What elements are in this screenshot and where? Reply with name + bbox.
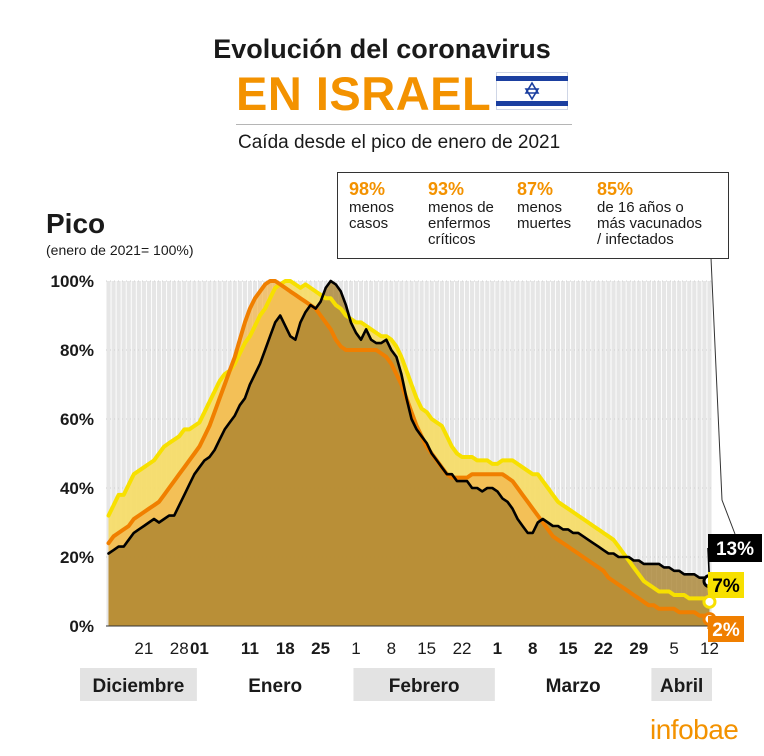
x-tick-label: 12 [700, 639, 719, 658]
end-label-critical: 7% [712, 576, 740, 597]
month-band-2 [353, 668, 495, 701]
y-tick-label: 40% [60, 479, 94, 498]
x-tick-label: 29 [629, 639, 648, 658]
month-label-3: Marzo [546, 676, 601, 697]
chart-title-line2: EN ISRAEL [236, 67, 492, 120]
x-tick-label: 15 [559, 639, 578, 658]
month-band-0 [80, 668, 197, 701]
chart-subtitle: Caída desde el pico de enero de 2021 [238, 132, 561, 153]
stat-deaths-pct: 87% [517, 179, 554, 199]
month-band-4 [651, 668, 712, 701]
leader-lines [710, 257, 736, 535]
end-box-cases [708, 616, 744, 642]
month-label-4: Abril [660, 676, 703, 697]
x-tick-label: 21 [134, 639, 153, 658]
stat-critical-pct: 93% [428, 179, 465, 199]
end-label-cases: 2% [712, 620, 740, 641]
end-box-critical [708, 572, 744, 598]
line-critical [106, 279, 712, 604]
x-tick-label: 25 [311, 639, 330, 658]
stats-leader-line [710, 257, 736, 535]
line-deaths [107, 279, 711, 583]
x-tick-label: 1 [351, 639, 360, 658]
x-tick-label: 8 [387, 639, 396, 658]
stat-cases-desc: menos casos [349, 199, 395, 232]
x-tick-label: 22 [453, 639, 472, 658]
x-tick-label: 15 [417, 639, 436, 658]
y-tick-label: 80% [60, 341, 94, 360]
x-tick-label: 11 [241, 639, 259, 658]
month-label-2: Febrero [389, 676, 460, 697]
month-label-0: Diciembre [93, 676, 185, 697]
x-tick-label: 1 [493, 639, 502, 658]
x-tick-label: 28 [170, 639, 189, 658]
end-box-deaths [708, 534, 762, 562]
chart-title-line1: Evolución del coronavirus [213, 34, 551, 64]
axes: Diciembre Enero Febrero Marzo Abril 0% 20% 40% 6… [51, 272, 719, 701]
stat-vaccinated: 85% de 16 años o más vacunados / infecta… [597, 179, 702, 248]
stat-critical-desc: menos de enfermos críticos [428, 199, 494, 248]
end-label-deaths: 13% [716, 539, 754, 560]
x-tick-label: 22 [594, 639, 613, 658]
y-axis-title: Pico [46, 208, 106, 239]
stats-box: 98% menos casos 93% menos de enfermos cr… [337, 172, 729, 259]
y-tick-label: 60% [60, 410, 94, 429]
end-markers: 13% 7% 2% [702, 534, 762, 642]
y-tick-label: 20% [60, 548, 94, 567]
x-tick-label: 5 [669, 639, 678, 658]
title-divider [236, 124, 572, 125]
israel-flag-icon [496, 72, 568, 110]
stat-cases-pct: 98% [349, 179, 386, 199]
stat-deaths-desc: menos muertes [517, 199, 572, 232]
stat-critical: 93% menos de enfermos críticos [428, 179, 494, 248]
month-label-1: Enero [248, 676, 302, 697]
x-tick-label: 01 [190, 639, 209, 658]
x-tick-label: 18 [276, 639, 295, 658]
infobae-logo: infobae [650, 714, 739, 745]
stat-deaths: 87% menos muertes [517, 179, 571, 232]
stat-cases: 98% menos casos [349, 179, 394, 232]
stat-vaccinated-desc: de 16 años o más vacunados / infectados [597, 199, 703, 248]
y-tick-label: 0% [69, 617, 94, 636]
series-lines [106, 279, 712, 622]
y-tick-label: 100% [51, 272, 94, 291]
y-axis-subtitle: (enero de 2021= 100%) [46, 242, 194, 258]
x-tick-label: 8 [528, 639, 537, 658]
stat-vaccinated-pct: 85% [597, 179, 634, 199]
